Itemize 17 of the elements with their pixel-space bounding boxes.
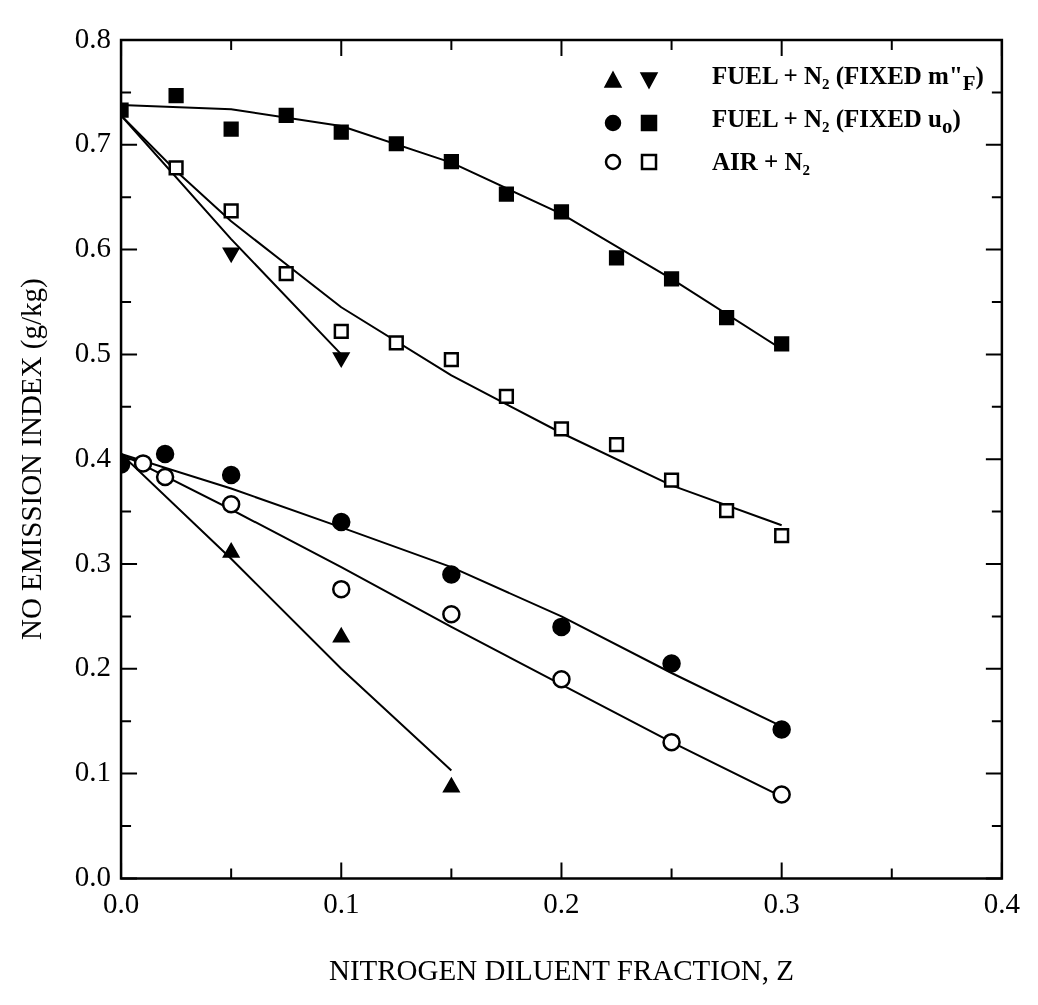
- y-tick-label: 0.2: [74, 650, 112, 683]
- y-tick-label: 0.3: [74, 545, 112, 578]
- legend-label: FUEL + N₂ (FIXED u$_{o}$): [711, 104, 961, 140]
- y-axis-title: NO EMISSION INDEX (g/kg): [15, 278, 49, 641]
- x-tick-label: 0.3: [763, 887, 800, 920]
- x-tick-label: 0.4: [983, 887, 1021, 920]
- y-tick-label: 0.7: [74, 126, 112, 159]
- x-tick-label: 0.2: [543, 887, 580, 920]
- x-axis-title: NITROGEN DILUENT FRACTION, Z: [328, 954, 794, 987]
- y-tick-label: 0.8: [74, 21, 112, 54]
- y-tick-label: 0.4: [74, 440, 112, 473]
- legend-label: FUEL + N₂ (FIXED m"$_{F}$): [711, 61, 984, 97]
- y-tick-label: 0.1: [74, 755, 112, 788]
- y-tick-label: 0.6: [74, 231, 112, 264]
- y-tick-label: 0.5: [74, 336, 112, 369]
- x-tick-label: 0.1: [323, 887, 360, 920]
- legend-label: AIR + N₂: [711, 147, 811, 177]
